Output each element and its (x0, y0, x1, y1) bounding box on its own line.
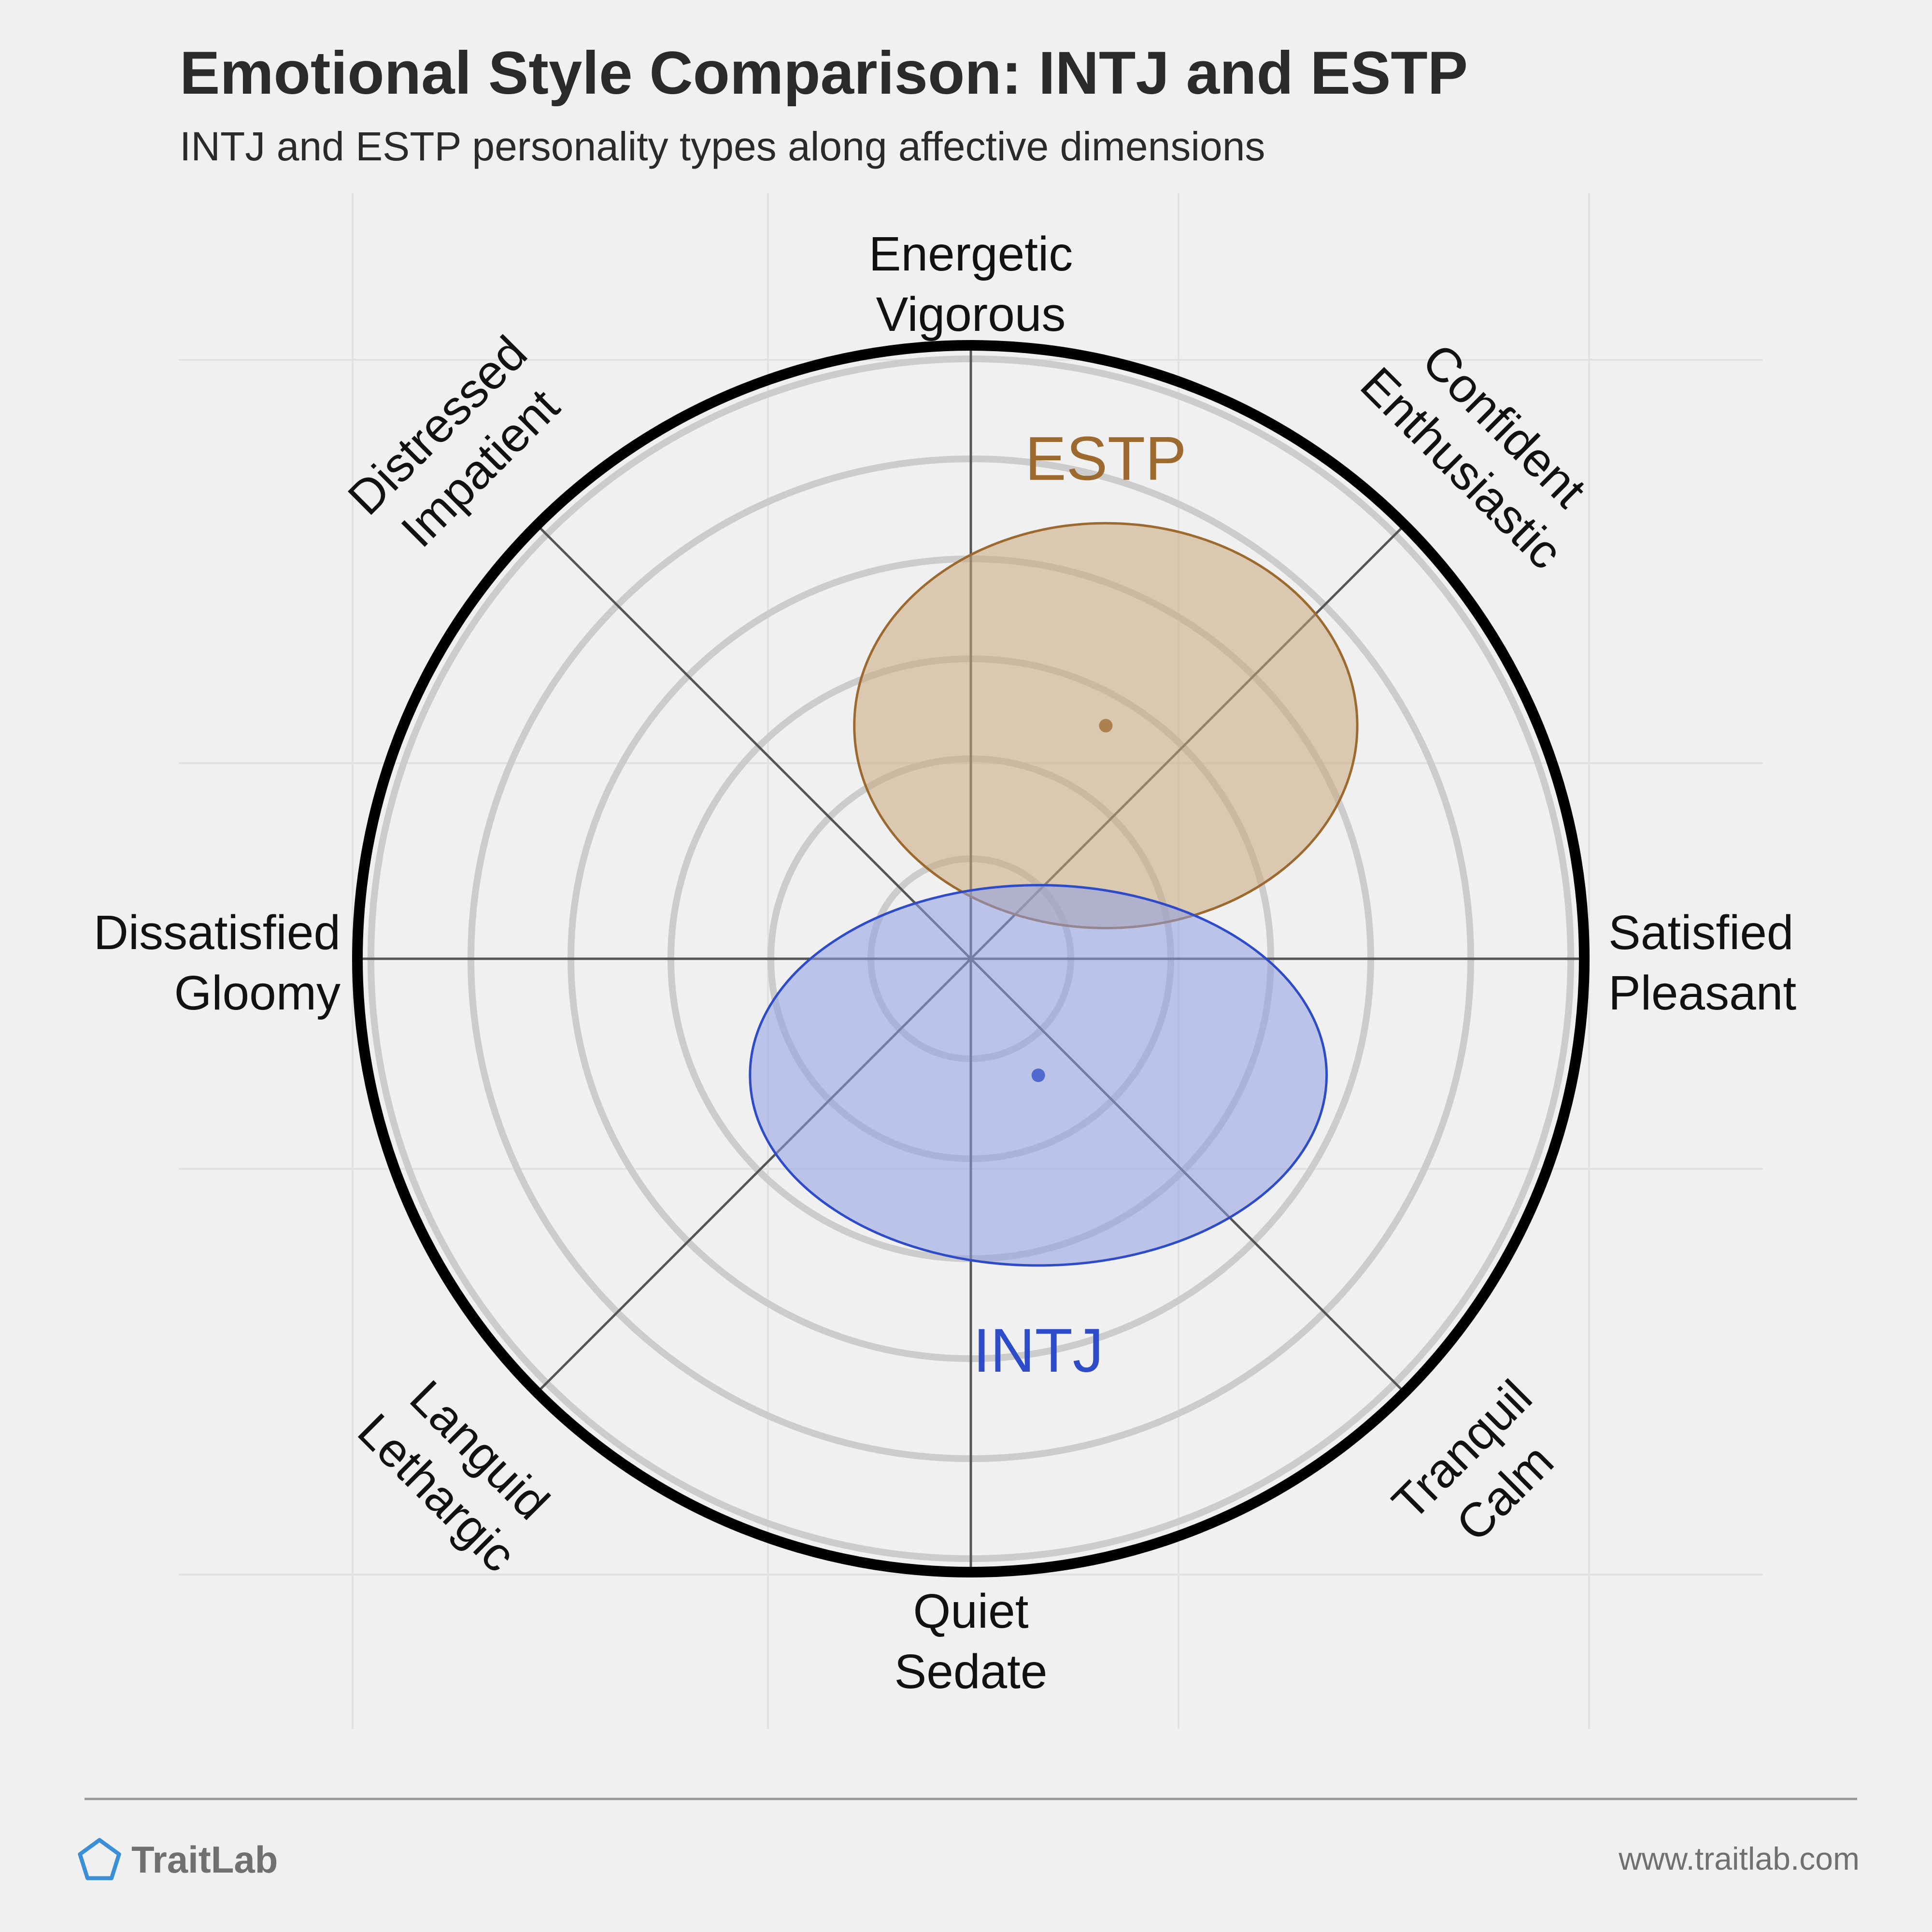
axis-label: TranquilCalm (1382, 1370, 1585, 1573)
outer-ring (352, 340, 1590, 1577)
pentagon-icon (78, 1838, 121, 1880)
chart-title: Emotional Style Comparison: INTJ and EST… (180, 40, 1468, 107)
axis-label: Quiet Sedate (895, 1584, 1048, 1699)
axis-label-line: Sedate (895, 1645, 1048, 1699)
footer-divider (85, 1798, 1857, 1800)
axis-spoke (536, 524, 972, 960)
series-label-estp: ESTP (1025, 424, 1186, 493)
chart-subtitle: INTJ and ESTP personality types along af… (180, 124, 1265, 169)
axis-label-line: Dissatisfied (94, 906, 341, 960)
series-layer: ESTP INTJ (749, 424, 1359, 1385)
axis-label-line: Satisfied (1608, 906, 1794, 960)
axis-label-line: Gloomy (174, 966, 341, 1020)
axis-label-line: Quiet (913, 1584, 1028, 1638)
brand-logo[interactable]: TraitLab (77, 1833, 278, 1886)
axis-label-line: Energetic (869, 227, 1073, 281)
axis-label: Dissatisfied Gloomy (94, 906, 341, 1020)
site-url[interactable]: www.traitlab.com (1619, 1841, 1860, 1876)
series-center-estp (1099, 719, 1113, 733)
axis-label-line: Vigorous (876, 287, 1066, 341)
axis-label: Satisfied Pleasant (1608, 906, 1796, 1020)
series-label-intj: INTJ (973, 1316, 1104, 1385)
series-center-intj (1031, 1068, 1045, 1082)
brand-name: TraitLab (131, 1838, 278, 1881)
axis-label: Energetic Vigorous (869, 227, 1073, 341)
axis-label-line: Pleasant (1608, 966, 1796, 1020)
